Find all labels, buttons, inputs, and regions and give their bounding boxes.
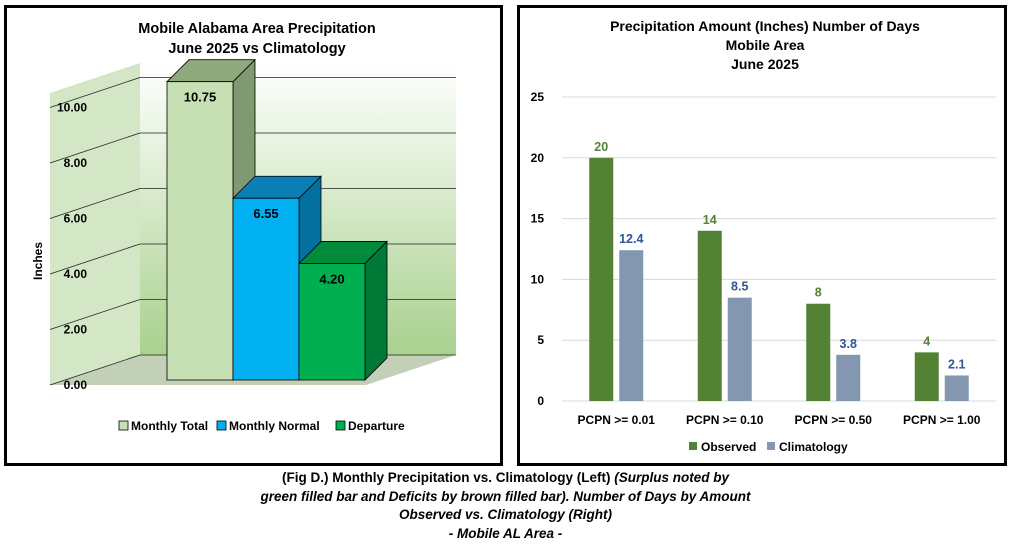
- gridline-diag: [49, 243, 141, 275]
- left-chart-title-line2: June 2025 vs Climatology: [168, 41, 345, 57]
- y-tick-label: 2.00: [64, 323, 88, 337]
- y-tick-label: 15: [531, 212, 545, 226]
- x-tick-label: PCPN >= 0.10: [686, 413, 764, 427]
- bar-value-label: 14: [703, 213, 717, 227]
- bar-front: [166, 81, 234, 381]
- caption-line-1-bold: (Fig D.) Monthly Precipitation vs. Clima…: [281, 470, 615, 485]
- y-tick-label: 10: [531, 272, 545, 286]
- days-by-amount-chart: Precipitation Amount (Inches) Number of …: [531, 18, 996, 454]
- bar-front: [298, 263, 366, 381]
- legend-swatch: [689, 442, 697, 450]
- y-tick-label: 25: [531, 90, 545, 104]
- legend-label: Monthly Total: [131, 419, 208, 433]
- x-tick-label: PCPN >= 0.50: [795, 413, 873, 427]
- bar-departure: 4.20: [298, 240, 388, 381]
- bar-value-label: 4.20: [319, 271, 344, 286]
- y-tick-label: 6.00: [64, 212, 88, 226]
- gridline-diag: [49, 132, 141, 164]
- y-tick-label: 10.00: [57, 101, 87, 115]
- bar-climatology: [944, 375, 969, 401]
- x-tick-label: PCPN >= 1.00: [903, 413, 981, 427]
- bar-value-label: 4: [923, 334, 930, 348]
- legend-label: Departure: [348, 419, 405, 433]
- legend-swatch: [216, 420, 227, 431]
- gridline-diag: [49, 354, 141, 386]
- figure-caption: (Fig D.) Monthly Precipitation vs. Clima…: [0, 469, 1011, 543]
- y-tick-label: 0: [537, 394, 544, 408]
- right-chart-title-line2: Mobile Area: [726, 37, 805, 53]
- bar-observed: [589, 157, 614, 401]
- bar-value-label: 2.1: [948, 357, 965, 371]
- left-chart-title-line1: Mobile Alabama Area Precipitation: [138, 21, 375, 37]
- left-chart-panel: Mobile Alabama Area Precipitation June 2…: [4, 5, 503, 466]
- legend-swatch: [118, 420, 129, 431]
- y-tick-label: 5: [537, 333, 544, 347]
- bar-observed: [697, 230, 722, 401]
- legend-label: Monthly Normal: [229, 419, 320, 433]
- left-y-axis-label: Inches: [31, 242, 45, 280]
- bar-value-label: 3.8: [840, 337, 857, 351]
- bar-value-label: 10.75: [184, 90, 217, 105]
- bar-climatology: [836, 354, 861, 401]
- bar-value-label: 8.5: [731, 280, 748, 294]
- bar-value-label: 20: [594, 140, 608, 154]
- legend-label: Observed: [701, 440, 756, 454]
- right-chart-title-line3: June 2025: [731, 56, 799, 72]
- monthly-precip-chart: Mobile Alabama Area Precipitation June 2…: [31, 21, 456, 433]
- bar-climatology: [727, 297, 752, 401]
- bar-value-label: 12.4: [619, 232, 643, 246]
- bar-front: [232, 197, 300, 381]
- left-legend: Monthly Total Monthly Normal Departure: [118, 419, 405, 433]
- bar-value-label: 8: [815, 286, 822, 300]
- caption-line-1: (Fig D.) Monthly Precipitation vs. Clima…: [0, 469, 1011, 488]
- legend-label: Climatology: [779, 440, 848, 454]
- gridline-diag: [49, 77, 141, 108]
- caption-line-2: green filled bar and Deficits by brown f…: [260, 488, 751, 504]
- right-chart-panel: Precipitation Amount (Inches) Number of …: [517, 5, 1007, 466]
- gridline-diag: [49, 188, 141, 219]
- x-tick-label: PCPN >= 0.01: [578, 413, 656, 427]
- caption-line-4: - Mobile AL Area -: [448, 525, 563, 541]
- side-wall: [50, 63, 140, 385]
- y-tick-label: 4.00: [64, 267, 88, 281]
- caption-line-1-italic: (Surplus noted by: [614, 470, 729, 485]
- bar-climatology: [619, 250, 644, 401]
- legend-swatch: [767, 442, 775, 450]
- right-legend: Observed Climatology: [689, 440, 848, 454]
- caption-line-3: Observed vs. Climatology (Right): [398, 507, 613, 522]
- bar-value-label: 6.55: [253, 206, 278, 221]
- gridline-diag: [49, 299, 141, 330]
- bar-observed: [914, 352, 939, 401]
- bar-side: [364, 240, 388, 381]
- bar-observed: [806, 303, 831, 401]
- y-tick-label: 8.00: [64, 156, 88, 170]
- right-chart-title-line1: Precipitation Amount (Inches) Number of …: [610, 18, 920, 34]
- y-tick-label: 0.00: [64, 378, 88, 392]
- y-tick-label: 20: [531, 151, 545, 165]
- legend-swatch: [335, 420, 346, 431]
